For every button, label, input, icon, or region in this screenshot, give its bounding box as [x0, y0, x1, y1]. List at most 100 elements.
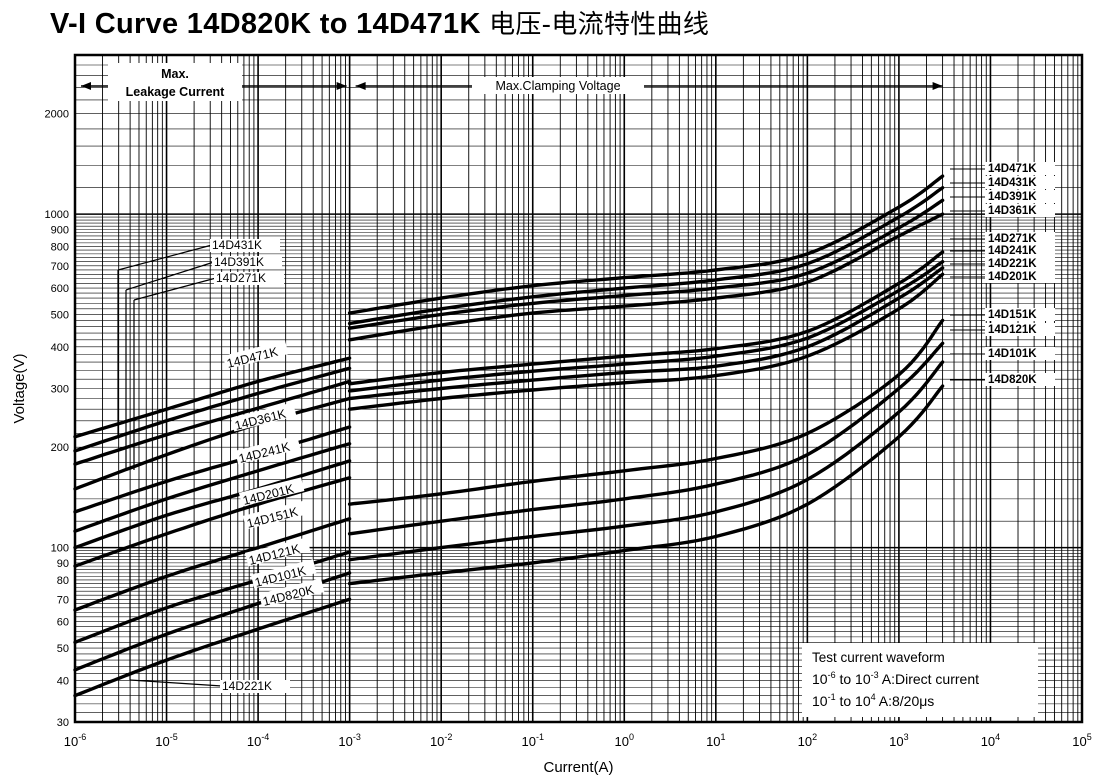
right-label: 14D151K — [988, 309, 1037, 321]
leakage-curve — [73, 425, 352, 514]
waveform-pulse-line: 10-1 to 104 A:8/20μs — [812, 692, 934, 709]
right-label-bg — [985, 162, 1055, 175]
x-tick-label: 103 — [889, 732, 908, 749]
y-tick-label: 700 — [51, 261, 69, 273]
y-tick-label: 800 — [51, 241, 69, 253]
waveform-box — [802, 643, 1038, 717]
inline-label-bg — [242, 500, 309, 530]
leakage-range-arrow-right — [336, 82, 347, 90]
x-tick-label: 101 — [706, 732, 725, 749]
y-tick-label: 40 — [57, 675, 69, 687]
chart-title-cn: 电压-电流特性曲线 — [489, 10, 710, 40]
y-tick-label: 900 — [51, 224, 69, 236]
callout-leader — [117, 244, 213, 271]
y-tick-label: 600 — [51, 283, 69, 295]
callout-label-bg — [212, 256, 282, 269]
clamping-curve — [347, 174, 945, 315]
y-tick-label: 200 — [51, 442, 69, 454]
right-label: 14D361K — [988, 205, 1037, 217]
right-label: 14D391K — [988, 191, 1037, 203]
right-label-bg — [985, 347, 1055, 360]
callout-label-bg — [210, 239, 280, 252]
leakage-curve — [73, 476, 352, 568]
right-label: 14D241K — [988, 245, 1037, 257]
right-label-bg — [985, 176, 1055, 189]
right-label: 14D201K — [988, 271, 1037, 283]
leakage-range-label: Max. — [161, 67, 189, 81]
x-axis-label: Current(A) — [543, 759, 613, 776]
y-tick-label: 80 — [57, 575, 69, 587]
clamping-curve — [347, 341, 945, 536]
x-tick-label: 10-1 — [521, 732, 543, 749]
leakage-range-label: Leakage Current — [126, 85, 225, 99]
y-tick-label: 1000 — [45, 209, 69, 221]
callout-leader — [129, 679, 223, 687]
right-label: 14D431K — [988, 177, 1037, 189]
leakage-curve — [73, 517, 352, 612]
callout-label: 14D431K — [212, 238, 262, 252]
clamping-range-bg — [472, 77, 644, 94]
right-label: 14D121K — [988, 324, 1037, 336]
curves — [73, 174, 945, 698]
right-label-bg — [985, 308, 1055, 321]
clamping-curve — [347, 384, 945, 586]
clamping-curve — [347, 212, 945, 342]
y-tick-label: 70 — [57, 594, 69, 606]
leakage-curve — [73, 366, 352, 453]
clamping-curve — [347, 260, 945, 393]
leakage-curve — [73, 442, 352, 533]
leakage-curve — [73, 396, 352, 491]
inline-label-bg — [250, 559, 317, 589]
clamping-curve — [347, 272, 945, 411]
leakage-curve — [73, 379, 352, 466]
right-label-bg — [985, 270, 1055, 283]
right-label: 14D101K — [988, 348, 1037, 360]
x-tick-label: 105 — [1072, 732, 1091, 749]
clamping-range-arrow-right — [932, 82, 943, 90]
inline-label-bg — [222, 340, 289, 370]
callout-leader — [133, 277, 217, 301]
clamping-range-arrow-left — [355, 82, 366, 90]
clamping-curve — [347, 360, 945, 562]
callout-leader — [125, 261, 215, 291]
leakage-range-arrow-left — [81, 82, 91, 90]
x-tick-label: 10-4 — [247, 732, 269, 749]
right-label-bg — [985, 323, 1055, 336]
callout-label-bg — [220, 680, 290, 693]
right-label-bg — [985, 204, 1055, 217]
inline-label-bg — [238, 477, 305, 507]
inline-label-bg — [244, 537, 311, 567]
x-tick-label: 10-3 — [338, 732, 360, 749]
right-label-bg — [985, 373, 1055, 386]
x-tick-label: 104 — [981, 732, 1000, 749]
leakage-curve — [73, 459, 352, 550]
x-tick-label: 100 — [615, 732, 634, 749]
x-tick-label: 10-5 — [155, 732, 177, 749]
grid — [74, 54, 1082, 723]
y-tick-label: 30 — [57, 717, 69, 729]
chart-title: V-I Curve 14D820K to 14D471K 电压-电流特性曲线 — [50, 4, 709, 41]
inline-label-bg — [234, 435, 301, 465]
right-label: 14D471K — [988, 163, 1037, 175]
callout-label-bg — [214, 272, 284, 285]
clamping-curve — [347, 318, 945, 506]
callout-label: 14D221K — [222, 679, 272, 693]
right-label-bg — [985, 257, 1055, 270]
leakage-curve — [73, 597, 352, 698]
waveform-title: Test current waveform — [812, 650, 945, 665]
clamping-curve — [347, 198, 945, 330]
right-label: 14D271K — [988, 233, 1037, 245]
callout-label: 14D271K — [216, 271, 266, 285]
y-tick-label: 50 — [57, 643, 69, 655]
right-label-bg — [985, 244, 1055, 257]
clamping-curve — [347, 266, 945, 401]
y-tick-label: 400 — [51, 342, 69, 354]
y-tick-label: 100 — [51, 543, 69, 555]
x-tick-label: 10-2 — [430, 732, 452, 749]
y-tick-label: 500 — [51, 310, 69, 322]
clamping-curve — [347, 186, 945, 326]
right-label-bg — [985, 232, 1055, 245]
inline-label-bg — [230, 402, 297, 432]
chart-title-text: V-I Curve 14D820K to 14D471K — [50, 8, 481, 40]
waveform-dc-line: 10-6 to 10-3 A:Direct current — [812, 670, 979, 687]
